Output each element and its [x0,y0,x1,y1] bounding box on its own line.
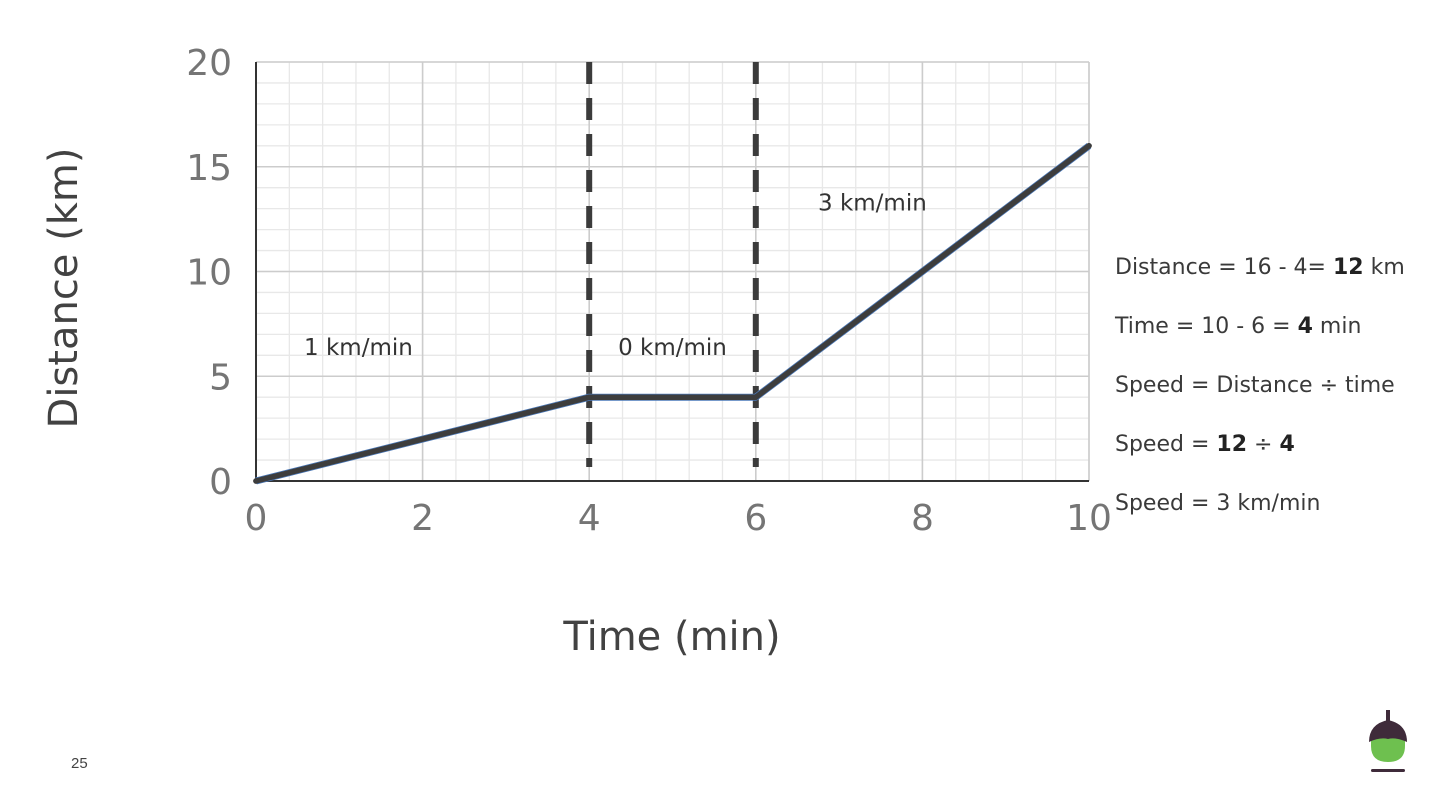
reference-lines [586,62,759,467]
calculation-line: Speed = 12 ÷ 4 [1115,432,1295,457]
x-tick-label: 0 [245,498,268,539]
y-tick-labels: 0 5 10 15 20 [186,43,232,503]
acorn-cap [1369,720,1407,742]
x-tick-label: 2 [411,498,434,539]
data-series [253,143,1092,485]
acorn-shadow [1371,769,1405,772]
y-tick-label: 10 [186,253,232,294]
x-tick-label: 6 [744,498,767,539]
data-point [253,478,259,484]
segment-speed-label: 1 km/min [304,335,413,361]
x-tick-labels: 0 2 4 6 8 10 [245,498,1112,539]
x-axis-title: Time (min) [562,614,780,660]
acorn-icon [1369,710,1407,772]
calculation-text: Speed = Distance ÷ time [1115,373,1395,398]
x-tick-label: 4 [578,498,601,539]
segment-speed-labels: 1 km/min 0 km/min 3 km/min [304,190,927,361]
y-tick-label: 0 [209,462,232,503]
page-number: 25 [71,755,88,772]
y-tick-label: 5 [209,357,232,398]
calculation-line: Speed = 3 km/min [1115,491,1320,516]
calculation-value: 4 [1279,432,1295,457]
calculation-text: Distance = 16 - 4= [1115,255,1333,280]
calculation-text: Speed = [1115,432,1217,457]
calculation-text: Speed = 3 km/min [1115,491,1321,516]
calculation-line: Time = 10 - 6 = 4 min [1115,314,1361,339]
calculation-value: 4 [1297,314,1313,339]
calculation-value: 12 [1216,432,1248,457]
y-tick-label: 20 [186,43,232,84]
y-axis-title: Distance (km) [41,148,87,429]
calculation-text: min [1312,314,1362,339]
acorn-body [1371,736,1405,762]
calculation-text: ÷ [1247,432,1280,457]
segment-speed-label: 3 km/min [818,190,927,216]
calculation-text: km [1363,255,1405,280]
acorn-stem [1386,710,1390,721]
x-tick-label: 10 [1066,498,1112,539]
data-point [586,394,592,401]
calculation-line: Distance = 16 - 4= 12 km [1115,255,1405,280]
calculation-value: 12 [1332,255,1364,280]
calculation-line: Speed = Distance ÷ time [1115,373,1395,398]
data-point [753,394,759,401]
axes [255,62,1089,482]
y-tick-label: 15 [186,148,232,189]
segment-speed-label: 0 km/min [618,335,727,361]
data-point [1086,143,1092,149]
series-line [253,143,1092,484]
x-tick-label: 8 [911,498,934,539]
calculation-text: Time = 10 - 6 = [1115,314,1298,339]
